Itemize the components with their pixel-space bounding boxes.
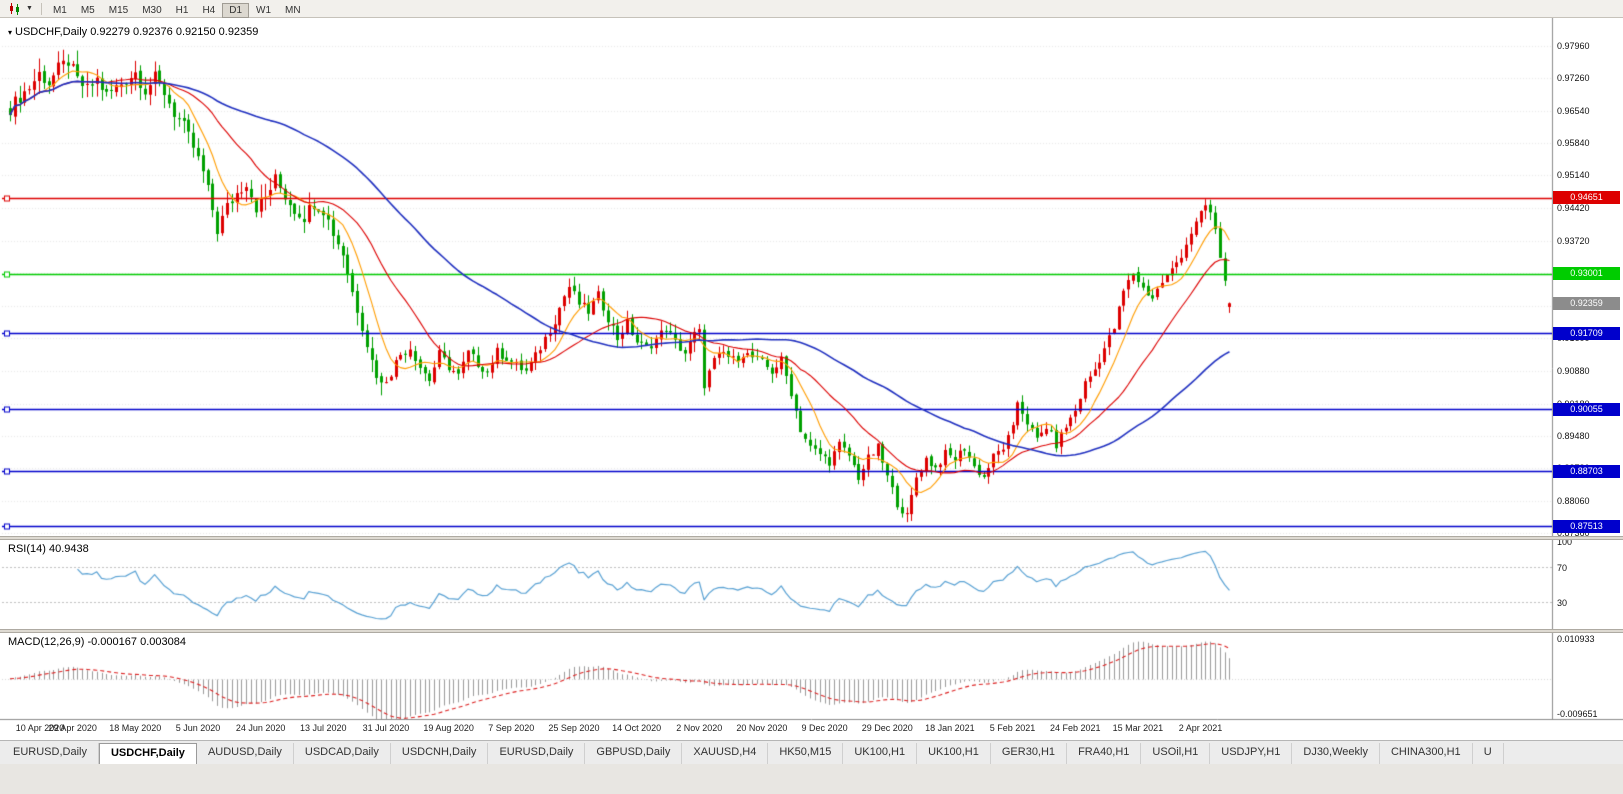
rsi-axis-label: 30: [1557, 598, 1568, 609]
date-axis-label: 2 Nov 2020: [676, 723, 723, 733]
resistance-red-line-price-badge: 0.94651: [1553, 191, 1620, 205]
current-price-badge: 0.92359: [1553, 296, 1620, 310]
date-axis-label: 18 May 2020: [109, 723, 162, 733]
date-axis-label: 5 Jun 2020: [175, 723, 221, 733]
chart-tab-usdcad-daily-3[interactable]: USDCAD,Daily: [293, 743, 391, 764]
chart-tabs-bar: EURUSD,Daily USDCHF,Daily AUDUSD,Daily USDC…: [0, 740, 1623, 764]
chart-tab-ger30-h1-11[interactable]: GER30,H1: [990, 743, 1068, 764]
macd-axis-label-min: -0.009651: [1557, 709, 1598, 719]
period-button-m1[interactable]: M1: [52, 4, 67, 16]
rsi-axis-label: 70: [1557, 562, 1568, 573]
price-axis-label: 0.90880: [1557, 366, 1590, 377]
level-blue-line-1-price-badge: 0.91709: [1553, 326, 1620, 340]
price-axis-label: 0.97960: [1557, 40, 1590, 51]
chart-tab-fra40-h1-12[interactable]: FRA40,H1: [1067, 743, 1142, 764]
chart-type-icon[interactable]: ▼: [4, 1, 37, 17]
date-axis-label: 15 Mar 2021: [1112, 723, 1164, 733]
chart-tab-usdcnh-daily-4[interactable]: USDCNH,Daily: [390, 743, 489, 764]
macd-indicator-title: MACD(12,26,9) -0.000167 0.003084: [8, 636, 186, 648]
price-axis-label: 0.97260: [1557, 72, 1590, 83]
toolbar-separator: [40, 2, 42, 15]
price-chart-canvas[interactable]: [0, 18, 1623, 740]
chart-tab-usoil-h1-13[interactable]: USOil,H1: [1141, 743, 1211, 764]
window-bottom-strip: [0, 764, 1623, 794]
level-blue-line-3-price-badge: 0.88703: [1553, 464, 1620, 478]
price-axis-label: 0.95140: [1557, 170, 1590, 181]
date-axis-label: 29 Dec 2020: [861, 723, 913, 733]
date-axis-label: 31 Jul 2020: [362, 723, 410, 733]
chart-tab-dj30-weekly-15[interactable]: DJ30,Weekly: [1292, 743, 1380, 764]
level-blue-line-4-price-badge: 0.87513: [1553, 519, 1620, 533]
chart-ohlc-title: USDCHF,Daily 0.92279 0.92376 0.92150 0.9…: [15, 26, 259, 38]
price-axis-label: 0.94420: [1557, 203, 1590, 214]
macd-axis-label-max: 0.010933: [1557, 634, 1595, 644]
period-button-w1[interactable]: W1: [256, 4, 272, 16]
date-axis-label: 24 Jun 2020: [235, 723, 286, 733]
chart-tab-xauusd-h4-7[interactable]: XAUUSD,H4: [682, 743, 769, 764]
chart-tab-uk100-h1-10[interactable]: UK100,H1: [917, 743, 991, 764]
period-buttons-group: M1 M5 M15 M30 H1 H4 D1 W1 MN: [46, 0, 308, 18]
date-axis-label: 18 Jan 2021: [925, 723, 975, 733]
chart-tab-uk100-h1-9[interactable]: UK100,H1: [843, 743, 918, 764]
date-axis-label: 13 Jul 2020: [300, 723, 347, 733]
timeframe-toolbar: ▼ M1 M5 M15 M30 H1 H4 D1 W1 MN: [0, 0, 1623, 18]
date-axis-label: 5 Feb 2021: [989, 723, 1036, 733]
chart-tab-eurusd-daily-5[interactable]: EURUSD,Daily: [488, 743, 586, 764]
price-axis-label: 0.96540: [1557, 105, 1590, 116]
date-axis-label: 20 Nov 2020: [736, 723, 788, 733]
date-axis-label: 2 Apr 2021: [1178, 723, 1223, 733]
period-button-mn[interactable]: MN: [285, 4, 301, 16]
price-axis-label: 0.89480: [1557, 430, 1590, 441]
chart-tab-usdjpy-h1-14[interactable]: USDJPY,H1: [1210, 743, 1293, 764]
price-axis-label: 0.88060: [1557, 496, 1590, 507]
date-axis-label: 19 Aug 2020: [423, 723, 474, 733]
rsi-axis-label: 100: [1557, 537, 1573, 547]
chart-window[interactable]: ▾ USDCHF,Daily 0.92279 0.92376 0.92150 0.…: [0, 18, 1623, 740]
pane-separator-rsi[interactable]: [0, 536, 1623, 540]
rsi-indicator-title: RSI(14) 40.9438: [8, 543, 89, 555]
chart-tab-china300-h1-16[interactable]: CHINA300,H1: [1379, 743, 1473, 764]
chart-tab-hk50-m15-8[interactable]: HK50,M15: [768, 743, 844, 764]
price-axis-label: 0.95840: [1557, 138, 1590, 149]
candlestick-icon: [10, 2, 19, 15]
price-axis-label: 0.87360: [1557, 528, 1590, 539]
chart-tab-usdchf-daily-1[interactable]: USDCHF,Daily: [98, 743, 197, 764]
chart-tab-eurusd-daily-0[interactable]: EURUSD,Daily: [2, 743, 99, 764]
date-axis-label: 7 Sep 2020: [488, 723, 535, 733]
price-axis-label: 0.93720: [1557, 235, 1590, 246]
level-green-line-price-badge: 0.93001: [1553, 267, 1620, 281]
date-axis-label: 29 Apr 2020: [48, 723, 97, 733]
chart-tab-audusd-daily-2[interactable]: AUDUSD,Daily: [196, 743, 294, 764]
date-axis-label: 10 Apr 2020: [15, 723, 65, 733]
date-axis-label: 14 Oct 2020: [612, 723, 662, 733]
period-button-m15[interactable]: M15: [108, 4, 129, 16]
period-button-h4[interactable]: H4: [202, 4, 216, 16]
date-axis-label: 25 Sep 2020: [548, 723, 600, 733]
chevron-down-icon: ▼: [26, 5, 33, 12]
pane-separator-macd[interactable]: [0, 629, 1623, 633]
period-button-d1[interactable]: D1: [222, 2, 250, 18]
chart-title-line: ▾ USDCHF,Daily 0.92279 0.92376 0.92150 0.…: [8, 26, 258, 38]
date-axis-label: 9 Dec 2020: [801, 723, 848, 733]
period-button-h1[interactable]: H1: [175, 4, 189, 16]
level-blue-line-2-price-badge: 0.90055: [1553, 402, 1620, 416]
chart-tab-u-17[interactable]: U: [1472, 743, 1504, 764]
period-button-m30[interactable]: M30: [142, 4, 162, 16]
chart-tab-gbpusd-daily-6[interactable]: GBPUSD,Daily: [585, 743, 683, 764]
date-axis-label: 24 Feb 2021: [1049, 723, 1101, 733]
symbol-dropdown-arrow-icon[interactable]: ▾: [8, 28, 13, 37]
period-button-m5[interactable]: M5: [80, 4, 95, 16]
